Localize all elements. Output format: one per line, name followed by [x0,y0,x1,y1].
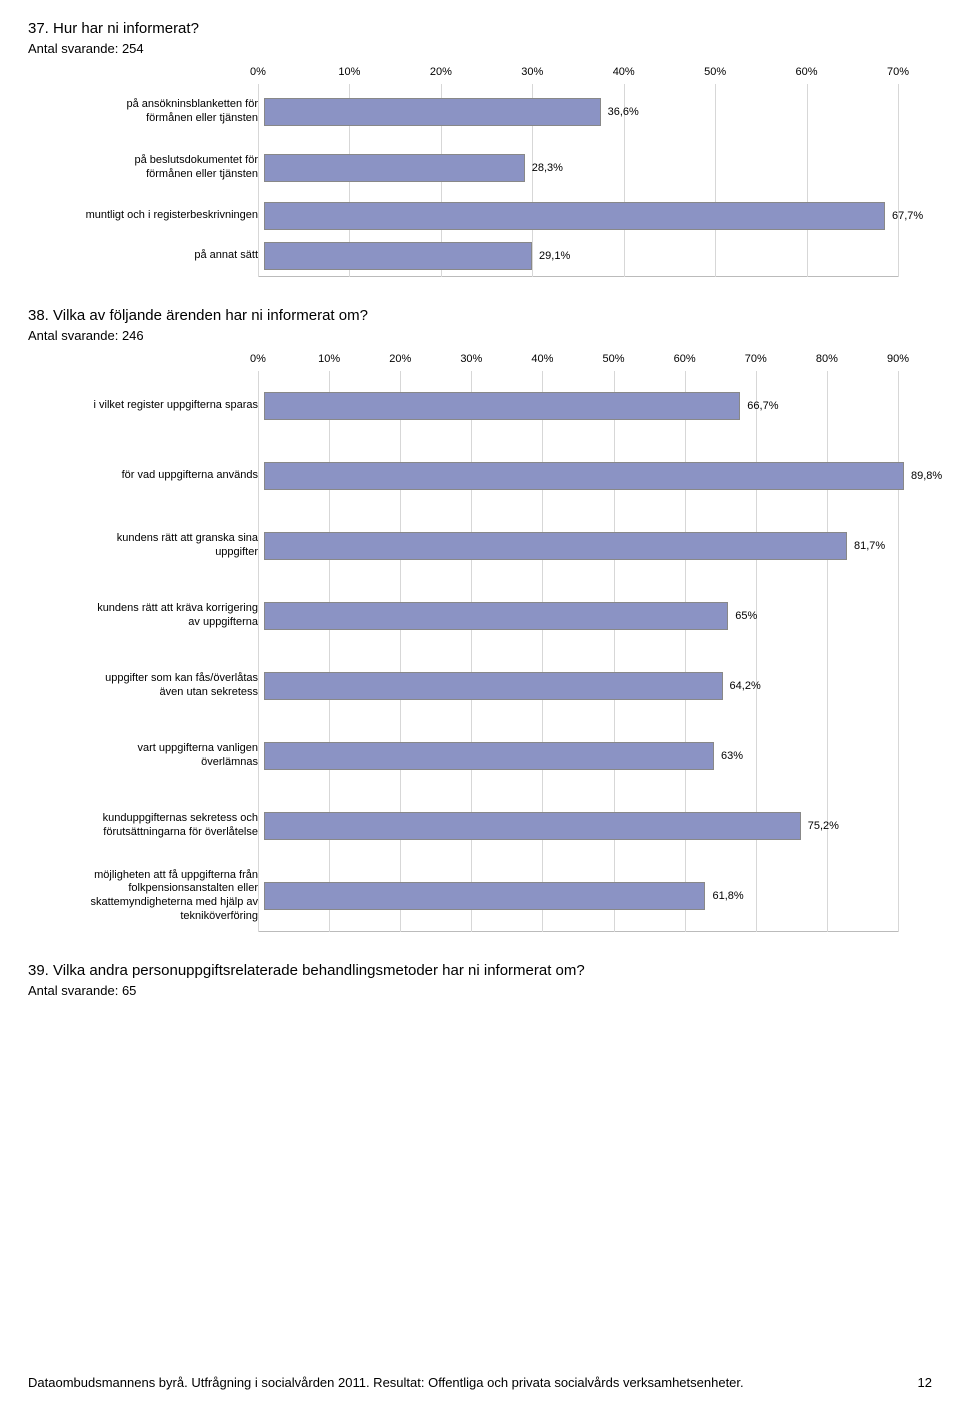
bar-value-label: 29,1% [539,250,570,262]
axis-tick: 20% [389,353,411,365]
row-label: kundens rätt att granska sinauppgifter [28,532,264,560]
bar: 28,3% [264,154,525,182]
axis-tick: 70% [887,66,909,78]
bar-value-label: 61,8% [712,890,743,902]
respondent-count: Antal svarande: 246 [28,328,932,343]
bar: 67,7% [264,202,885,230]
bar: 81,7% [264,532,847,560]
chart-row: på ansökninsblanketten förförmånen eller… [28,84,898,140]
bar-value-label: 65% [735,610,757,622]
bar: 75,2% [264,812,801,840]
chart-row: för vad uppgifterna används89,8% [28,441,898,511]
chart-row: muntligt och i registerbeskrivningen67,7… [28,196,898,236]
row-label: för vad uppgifterna används [28,469,264,483]
row-label: på annat sätt [28,249,264,263]
question-title: 39. Vilka andra personuppgiftsrelaterade… [28,962,932,979]
axis-tick: 50% [704,66,726,78]
chart-row: på beslutsdokumentet förförmånen eller t… [28,140,898,196]
chart-row: kundens rätt att granska sinauppgifter81… [28,511,898,581]
bar: 66,7% [264,392,740,420]
chart-37: 0% 10% 20% 30% 40% 50% 60% 70% på ansökninsblank… [28,66,932,277]
page-footer: Dataombudsmannens byrå. Utfrågning i soc… [28,1375,932,1390]
chart-row: på annat sätt29,1% [28,236,898,276]
chart-row: uppgifter som kan fås/överlåtasäven utan… [28,651,898,721]
bar-value-label: 64,2% [730,680,761,692]
question-39: 39. Vilka andra personuppgiftsrelaterade… [28,962,932,998]
row-label: på beslutsdokumentet förförmånen eller t… [28,154,264,182]
row-label: möjligheten att få uppgifterna frånfolkp… [28,869,264,924]
row-label: på ansökninsblanketten förförmånen eller… [28,98,264,126]
chart-row: kunduppgifternas sekretess ochförutsättn… [28,791,898,861]
question-38: 38. Vilka av följande ärenden har ni inf… [28,307,932,932]
bar: 65% [264,602,728,630]
chart-row: i vilket register uppgifterna sparas66,7… [28,371,898,441]
bar-value-label: 81,7% [854,540,885,552]
axis-tick: 40% [613,66,635,78]
axis-tick: 90% [887,353,909,365]
axis-tick: 10% [338,66,360,78]
row-label: uppgifter som kan fås/överlåtasäven utan… [28,672,264,700]
bar-value-label: 89,8% [911,470,942,482]
axis-tick: 40% [531,353,553,365]
row-label: kunduppgifternas sekretess ochförutsättn… [28,812,264,840]
bar-value-label: 75,2% [808,820,839,832]
bar-value-label: 28,3% [532,162,563,174]
question-37: 37. Hur har ni informerat? Antal svarand… [28,20,932,277]
page-number: 12 [918,1375,932,1390]
row-label: muntligt och i registerbeskrivningen [28,209,264,223]
row-label: kundens rätt att kräva korrigeringav upp… [28,602,264,630]
chart-body: på ansökninsblanketten förförmånen eller… [28,84,898,277]
chart-row: vart uppgifterna vanligenöverlämnas63% [28,721,898,791]
bar-value-label: 63% [721,750,743,762]
respondent-count: Antal svarande: 65 [28,983,932,998]
axis-tick: 0% [250,66,266,78]
bar: 64,2% [264,672,723,700]
bar: 29,1% [264,242,532,270]
bar-value-label: 66,7% [747,400,778,412]
axis-tick: 50% [603,353,625,365]
axis-tick: 10% [318,353,340,365]
chart-row: möjligheten att få uppgifterna frånfolkp… [28,861,898,931]
footer-text: Dataombudsmannens byrå. Utfrågning i soc… [28,1375,744,1390]
bar: 61,8% [264,882,705,910]
chart-x-axis: 0% 10% 20% 30% 40% 50% 60% 70% [28,66,932,82]
row-label: i vilket register uppgifterna sparas [28,399,264,413]
axis-tick: 20% [430,66,452,78]
bar-value-label: 36,6% [608,106,639,118]
axis-tick: 30% [460,353,482,365]
axis-tick: 0% [250,353,266,365]
axis-tick: 80% [816,353,838,365]
question-title: 37. Hur har ni informerat? [28,20,932,37]
axis-tick: 70% [745,353,767,365]
bar: 89,8% [264,462,904,490]
bar: 36,6% [264,98,601,126]
question-title: 38. Vilka av följande ärenden har ni inf… [28,307,932,324]
chart-x-axis: 0% 10% 20% 30% 40% 50% 60% 70% 80% 90% [28,353,932,369]
chart-body: i vilket register uppgifterna sparas66,7… [28,371,898,932]
axis-tick: 60% [796,66,818,78]
chart-38: 0% 10% 20% 30% 40% 50% 60% 70% 80% 90% i vilket re… [28,353,932,932]
bar-value-label: 67,7% [892,210,923,222]
axis-tick: 60% [674,353,696,365]
axis-tick: 30% [521,66,543,78]
respondent-count: Antal svarande: 254 [28,41,932,56]
bar: 63% [264,742,714,770]
chart-row: kundens rätt att kräva korrigeringav upp… [28,581,898,651]
row-label: vart uppgifterna vanligenöverlämnas [28,742,264,770]
